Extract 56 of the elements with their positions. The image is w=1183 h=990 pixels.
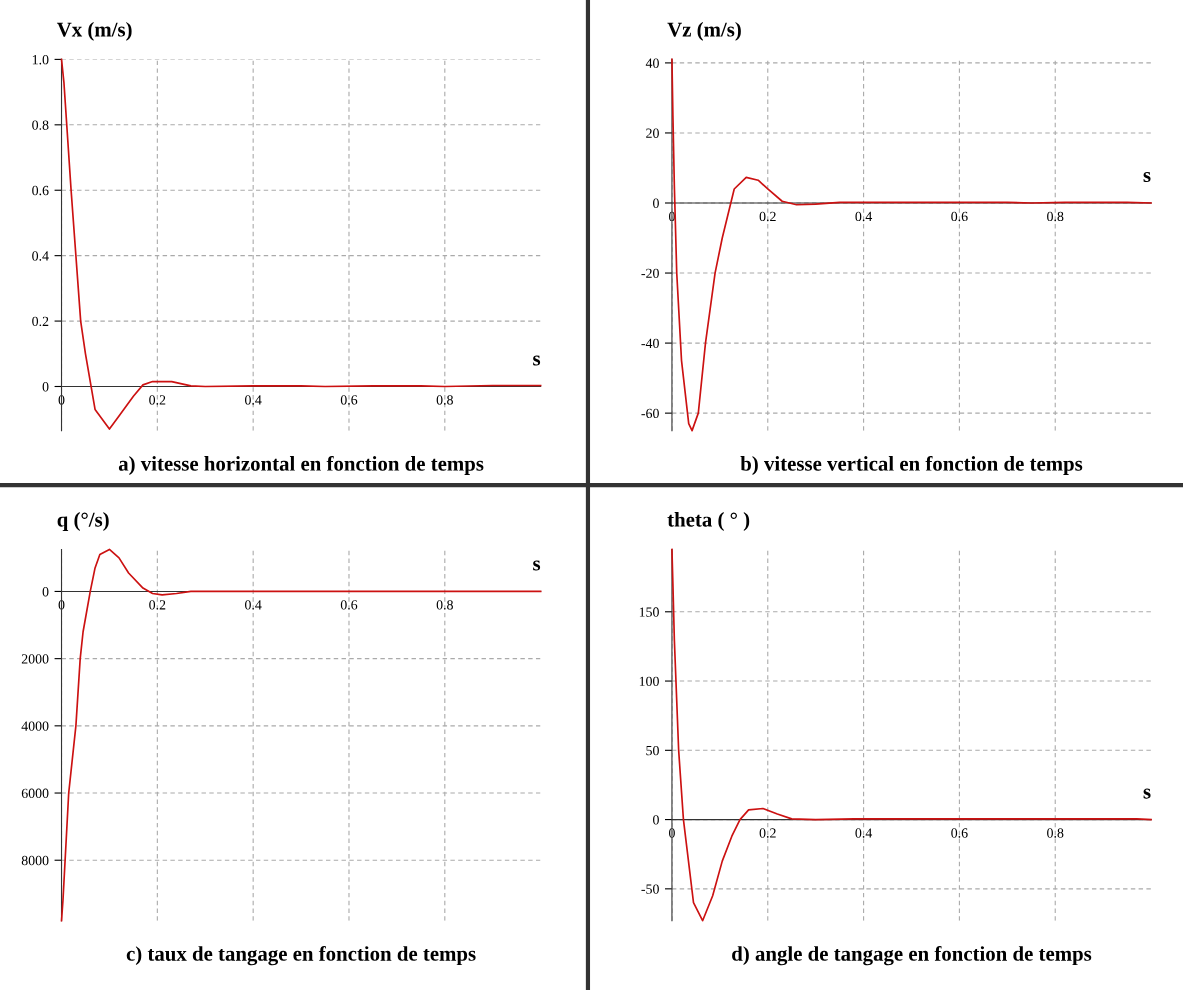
y-tick-label: 0 [42, 587, 49, 597]
y-tick-label: 4000 [21, 721, 49, 731]
x-axis-title: s [533, 560, 541, 571]
x-tick-label: 0.6 [951, 211, 968, 222]
y-tick-label: -60 [641, 408, 659, 419]
x-axis-title: s [533, 355, 541, 366]
text: c) taux de tangage en fonction de temps [126, 945, 476, 966]
y-tick-label: 100 [639, 676, 659, 687]
x-tick-label: 0.4 [855, 828, 873, 838]
x-tick-label: 0.8 [1047, 828, 1064, 838]
x-tick-label: 0 [669, 828, 675, 838]
x-tick-label: 0.2 [759, 211, 776, 222]
y-tick-label: 0 [653, 198, 659, 208]
x-axis-title: s [1143, 788, 1151, 799]
y-axis-title: theta ( ° ) [667, 511, 750, 531]
y-tick-label: 0.6 [32, 185, 49, 196]
y-tick-label: 8000 [21, 855, 49, 866]
x-axis-title: s [1143, 172, 1151, 183]
x-tick-label: 0 [669, 211, 675, 222]
y-tick-label: 50 [646, 745, 659, 756]
x-tick-label: 0.6 [951, 828, 968, 838]
y-tick-label: 2000 [21, 654, 49, 664]
x-tick-label: 0.6 [340, 395, 358, 405]
y-tick-label: -40 [641, 338, 659, 349]
x-tick-label: 0.8 [1047, 211, 1064, 222]
x-tick-label: 0.2 [149, 395, 166, 405]
y-tick-label: 6000 [21, 788, 49, 798]
y-axis-title: Vz (m/s) [667, 21, 741, 41]
y-tick-label: 0.2 [32, 316, 49, 327]
y-tick-label: 1.0 [32, 54, 49, 65]
y-tick-label: -20 [641, 268, 659, 278]
line-series [60, 58, 542, 430]
y-tick-label: -50 [641, 884, 659, 894]
text: b) vitesse vertical en fonction de temps [740, 455, 1083, 476]
y-axis-title: Vx (m/s) [56, 21, 132, 41]
y-tick-label: 0.8 [32, 120, 49, 130]
x-tick-label: 0.8 [436, 395, 453, 405]
x-tick-label: 0.6 [340, 600, 358, 610]
text: a) vitesse horizontal en fonction de temps [118, 455, 484, 476]
y-tick-label: 20 [646, 128, 659, 138]
x-tick-label: 0.2 [759, 828, 776, 838]
line-series [671, 548, 1152, 922]
text: d) angle de tangage en fonction de temps [732, 945, 1092, 966]
y-tick-label: 40 [645, 58, 659, 68]
y-tick-label: 0 [653, 815, 659, 825]
x-tick-label: 0.4 [855, 211, 873, 222]
y-axis-title: q (°/s) [57, 511, 109, 531]
line-series [60, 548, 542, 922]
y-tick-label: 0.4 [32, 251, 49, 261]
x-tick-label: 0.4 [245, 600, 262, 610]
x-tick-label: 0.8 [436, 600, 453, 610]
y-tick-label: 150 [639, 607, 659, 617]
x-tick-label: 0.4 [245, 395, 262, 405]
line-series [671, 58, 1152, 432]
y-tick-label: 0 [42, 382, 49, 392]
x-tick-label: 0.2 [149, 600, 166, 610]
